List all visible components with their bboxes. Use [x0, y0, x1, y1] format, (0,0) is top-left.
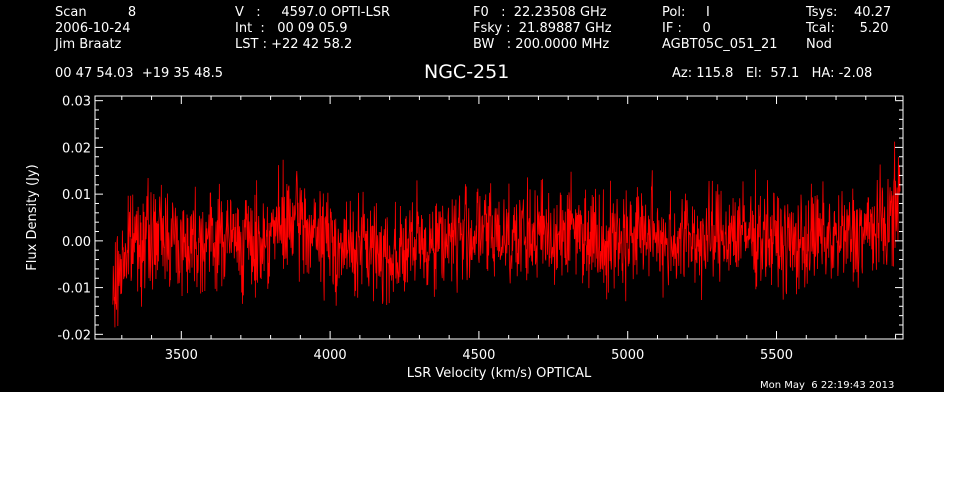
y-tick-label: -0.02 — [57, 328, 91, 343]
tcal-readout: Tcal: 5.20 — [806, 21, 889, 36]
x-tick-label: 5500 — [760, 348, 793, 363]
x-tick-label: 4000 — [314, 348, 347, 363]
spectrum-plot: 3500 4000 4500 5000 5500 -0.02 -0.01 0.00 0.01 0.… — [25, 95, 904, 381]
rest-frequency: F0 : 22.23508 GHz — [473, 5, 607, 20]
spectrum-series-line — [112, 141, 901, 328]
sky-frequency: Fsky : 21.89887 GHz — [473, 21, 612, 36]
spectrum-panel: Scan 8 2006-10-24 Jim Braatz V : 4597.0 … — [0, 0, 944, 392]
y-tick-label: 0.01 — [62, 188, 91, 203]
tsys-readout: Tsys: 40.27 — [806, 5, 892, 20]
integration-time: Int : 00 09 05.9 — [235, 21, 348, 36]
observation-date: 2006-10-24 — [55, 21, 131, 36]
y-axis-label: Flux Density (Jy) — [25, 164, 40, 270]
project-id: AGBT05C_051_21 — [662, 37, 778, 52]
x-tick-label: 4500 — [462, 348, 495, 363]
source-title: NGC-251 — [424, 61, 510, 83]
scan-number: Scan 8 — [55, 5, 137, 20]
bandwidth: BW : 200.0000 MHz — [473, 37, 610, 52]
lst-readout: LST : +22 42 58.2 — [235, 37, 353, 52]
y-tick-label: 0.02 — [62, 141, 91, 156]
velocity-readout: V : 4597.0 OPTI-LSR — [235, 5, 391, 20]
plot-timestamp: Mon May 6 22:19:43 2013 — [760, 380, 895, 391]
az-el-ha-readout: Az: 115.8 El: 57.1 HA: -2.08 — [672, 66, 873, 81]
x-tick-label: 5000 — [611, 348, 644, 363]
if-number: IF : 0 — [662, 21, 711, 36]
y-tick-label: 0.03 — [62, 95, 91, 110]
y-tick-label: 0.00 — [62, 235, 91, 250]
source-coordinates: 00 47 54.03 +19 35 48.5 — [55, 66, 224, 81]
plot-frame — [94, 95, 904, 340]
x-tick-label: 3500 — [165, 348, 198, 363]
procedure-name: Nod — [806, 37, 832, 52]
observer-name: Jim Braatz — [55, 37, 122, 52]
x-axis-label: LSR Velocity (km/s) OPTICAL — [407, 366, 592, 381]
y-tick-label: -0.01 — [57, 282, 91, 297]
polarization: Pol: I — [662, 5, 710, 20]
